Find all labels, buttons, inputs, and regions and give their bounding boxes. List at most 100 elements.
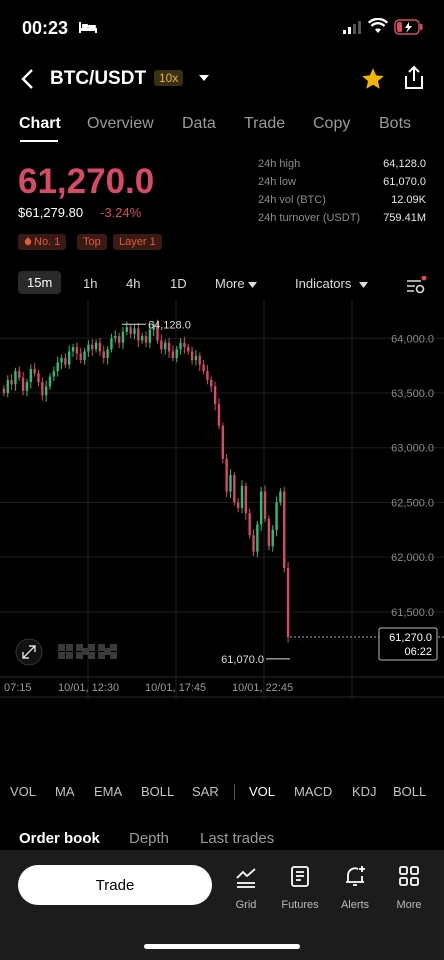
candle-body: [29, 368, 32, 383]
tab-depth[interactable]: Depth: [129, 830, 170, 847]
tab-data[interactable]: Data: [182, 115, 216, 132]
candle-body: [225, 458, 228, 492]
candle-body: [198, 355, 201, 365]
tab-trade[interactable]: Trade: [244, 115, 286, 132]
candle-body: [60, 357, 63, 363]
rank-badge-label: No. 1: [34, 236, 61, 248]
candle-body: [52, 371, 56, 377]
cellular-signal-icon: [343, 21, 361, 34]
candle-body: [41, 382, 44, 396]
interval-4h[interactable]: 4h: [126, 276, 141, 291]
ind-vol-sub[interactable]: VOL: [249, 784, 276, 799]
stat-label-low: 24h low: [258, 176, 296, 188]
candle-body: [144, 336, 148, 343]
candle-body: [91, 344, 94, 350]
interval-1h[interactable]: 1h: [83, 276, 98, 291]
sleep-mode-icon: [79, 22, 97, 33]
y-tick-label: 62,500.0: [391, 497, 434, 509]
candle-body: [202, 364, 205, 372]
current-price-box: [378, 627, 438, 661]
fullscreen-icon[interactable]: [15, 638, 43, 666]
ind-sar[interactable]: SAR: [192, 784, 219, 799]
candle-body: [240, 486, 244, 508]
candle-body: [152, 324, 155, 330]
tab-overview[interactable]: Overview: [87, 115, 154, 132]
rank-badge[interactable]: No. 1: [18, 234, 67, 250]
y-tick-label: 63,500.0: [391, 388, 434, 400]
indicators-button[interactable]: Indicators: [295, 276, 368, 291]
candle-body: [37, 373, 40, 383]
nav-alerts[interactable]: Alerts: [331, 864, 379, 911]
nav-grid[interactable]: Grid: [222, 864, 270, 911]
more-grid-icon: [399, 866, 419, 886]
share-icon[interactable]: [402, 65, 426, 91]
more-intervals-button[interactable]: More: [215, 276, 258, 291]
candle-body: [137, 328, 140, 341]
candle-body: [252, 535, 255, 552]
top-badge[interactable]: Top: [77, 234, 107, 250]
candle-body: [6, 379, 9, 393]
usd-price: $61,279.80: [18, 205, 84, 220]
back-arrow-icon[interactable]: [20, 68, 36, 90]
trade-button[interactable]: Trade: [18, 865, 212, 905]
candle-body: [221, 425, 224, 459]
ind-vol-main[interactable]: VOL: [10, 784, 37, 799]
pair-title[interactable]: BTC/USDT: [50, 68, 147, 89]
stat-label-vol: 24h vol (BTC): [258, 194, 326, 206]
nav-futures[interactable]: Futures: [276, 864, 324, 911]
candle-body: [279, 491, 282, 503]
candle-body: [117, 336, 121, 343]
nav-more[interactable]: More: [385, 864, 433, 911]
candle-body: [164, 342, 167, 350]
candle-body: [267, 518, 271, 547]
tab-chart[interactable]: Chart: [19, 115, 61, 132]
candle-body: [33, 368, 36, 374]
ind-ma[interactable]: MA: [55, 784, 75, 799]
nav-alerts-label: Alerts: [340, 899, 370, 911]
book-tabs: Order book Depth Last trades: [0, 822, 444, 852]
stat-value-high: 64,128.0: [383, 158, 426, 170]
candle-body: [213, 386, 217, 404]
candle-body: [10, 379, 13, 385]
ind-boll-sub[interactable]: BOLL: [393, 784, 427, 799]
status-bar: 00:23: [0, 0, 444, 56]
okx-watermark-logo: [58, 644, 117, 659]
candle-body: [148, 329, 152, 343]
interval-1d[interactable]: 1D: [170, 276, 187, 291]
y-tick-label: 63,000.0: [391, 443, 434, 455]
ind-boll-main[interactable]: BOLL: [141, 784, 175, 799]
candle-body: [75, 347, 79, 354]
pair-dropdown-icon[interactable]: [198, 74, 210, 82]
tab-bots[interactable]: Bots: [379, 115, 412, 132]
chart-settings-icon[interactable]: [405, 276, 427, 296]
candle-body: [56, 362, 59, 372]
favorite-star-icon[interactable]: [360, 66, 386, 92]
candle-body: [183, 342, 186, 348]
candle-body: [87, 344, 90, 352]
ind-macd[interactable]: MACD: [294, 784, 333, 799]
ind-kdj[interactable]: KDJ: [352, 784, 377, 799]
stat-value-low: 61,070.0: [383, 176, 426, 188]
ind-ema[interactable]: EMA: [94, 784, 123, 799]
candle-body: [271, 529, 274, 547]
grid-bot-icon: [236, 868, 256, 888]
layer-badge[interactable]: Layer 1: [113, 234, 162, 250]
candle-body: [175, 349, 178, 358]
candlestick-series: [2, 319, 290, 643]
y-tick-label: 64,000.0: [391, 333, 434, 345]
candle-body: [14, 371, 17, 385]
candle-body: [71, 347, 75, 352]
candle-body: [233, 475, 236, 503]
price-chart[interactable]: 64,000.0 63,500.0 63,000.0 62,500.0 62,000.0…: [0, 300, 444, 700]
tab-last-trades[interactable]: Last trades: [200, 830, 275, 847]
tab-copy[interactable]: Copy: [313, 115, 351, 132]
candle-body: [140, 336, 144, 341]
candle-body: [48, 376, 52, 387]
candle-body: [187, 347, 190, 352]
x-tick-label: 07:15: [4, 682, 32, 694]
candle-body: [217, 403, 221, 426]
interval-15m[interactable]: 15m: [18, 271, 62, 294]
active-tab-indicator: [20, 140, 58, 142]
high-marker-label: 64,128.0: [148, 319, 191, 331]
tab-order-book[interactable]: Order book: [19, 830, 100, 847]
